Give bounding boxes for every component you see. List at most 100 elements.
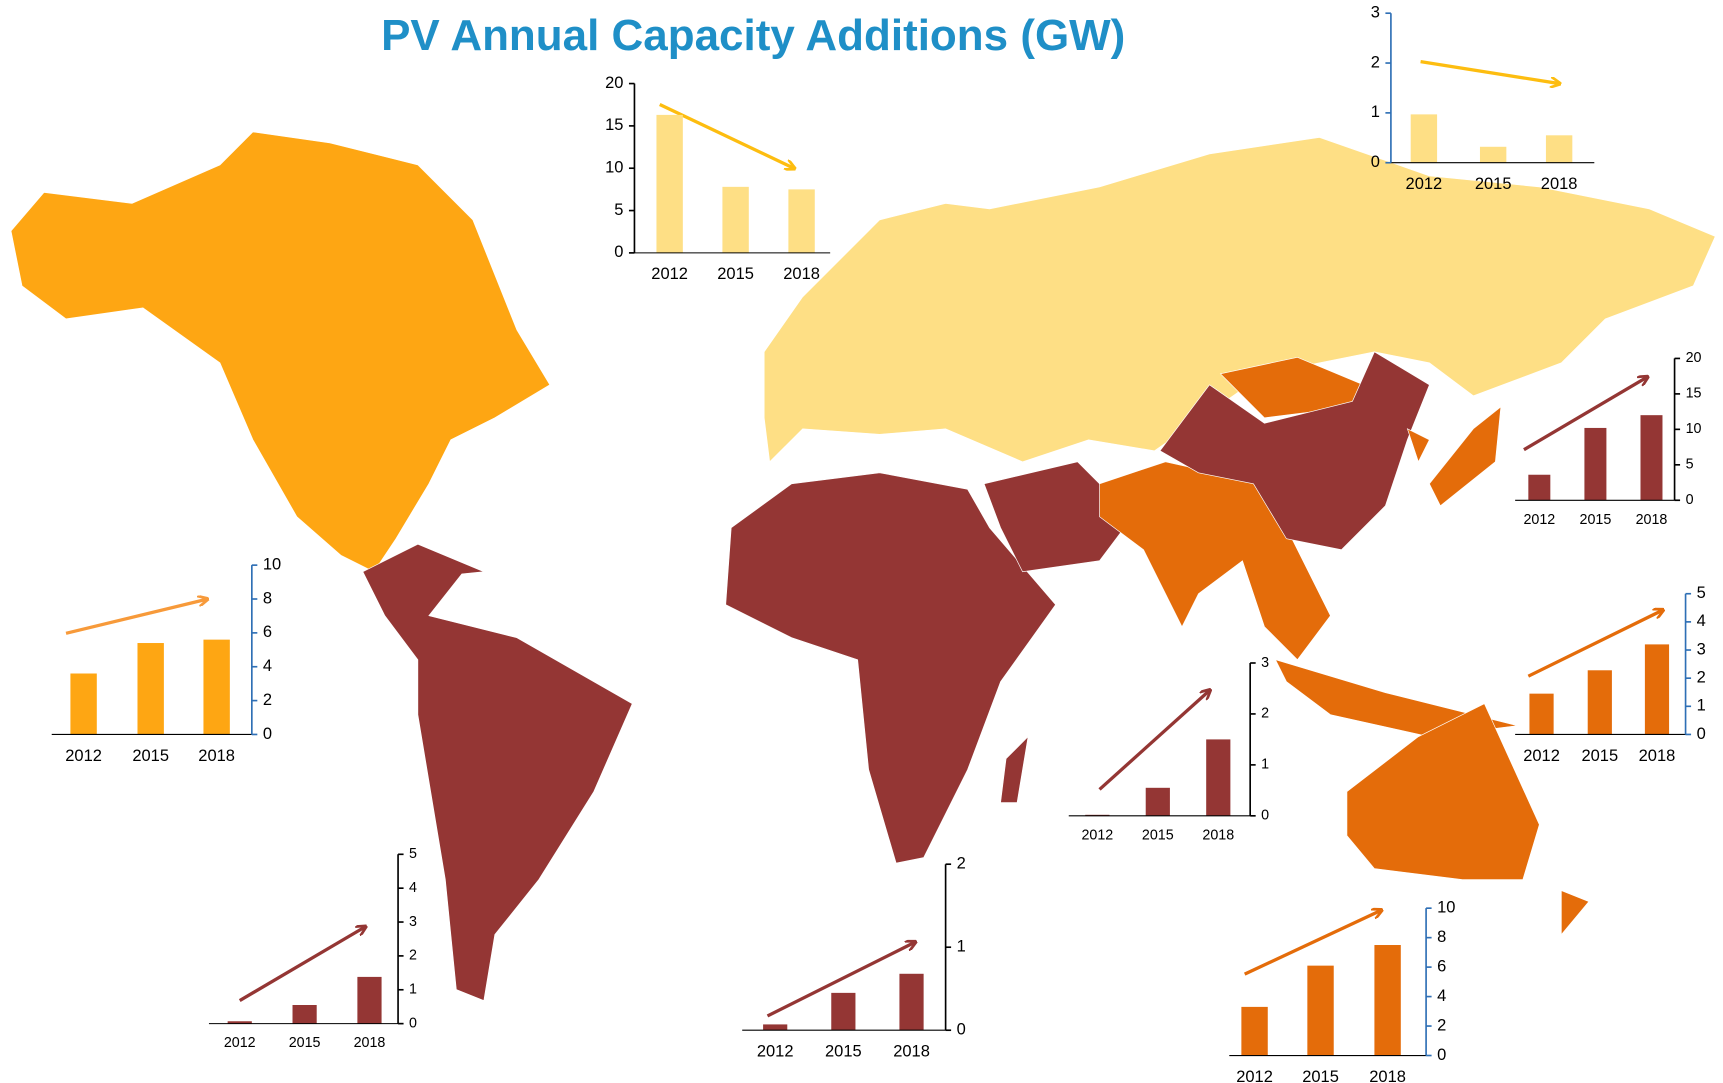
continents — [10, 131, 1716, 1001]
x-tick-label: 2015 — [717, 265, 754, 283]
bar — [899, 973, 924, 1031]
map-title: PV Annual Capacity Additions (GW) — [381, 11, 1125, 60]
x-tick-label: 2015 — [825, 1043, 862, 1061]
y-tick-label: 15 — [1686, 386, 1702, 402]
inset-bar-chart: 0 1 2 3 2012 2015 2018 — [1371, 4, 1595, 193]
inset-bar-chart: 0 5 10 15 20 2012 2015 2018 — [605, 74, 831, 283]
x-tick-label: 2018 — [1541, 175, 1578, 193]
bar — [1145, 787, 1170, 816]
y-tick-label: 2 — [1261, 706, 1269, 722]
y-tick-label: 4 — [1697, 612, 1706, 630]
y-tick-label: 3 — [1261, 655, 1269, 671]
x-tick-label: 2015 — [1475, 175, 1512, 193]
trend-arrow — [1098, 690, 1210, 791]
trend-arrow — [238, 927, 365, 1002]
y-tick-label: 1 — [409, 982, 417, 998]
x-tick-label: 2012 — [1406, 175, 1443, 193]
y-tick-label: 10 — [263, 555, 281, 573]
x-tick-label: 2015 — [1581, 747, 1618, 765]
trend-arrow — [1523, 377, 1647, 452]
bar — [763, 1024, 788, 1031]
y-tick-label: 2 — [409, 948, 417, 964]
y-tick-label: 1 — [957, 938, 966, 956]
y-tick-label: 0 — [1371, 153, 1380, 171]
bar — [227, 1021, 252, 1024]
y-tick-label: 10 — [1437, 899, 1455, 917]
x-tick-label: 2015 — [289, 1035, 321, 1051]
trend-arrows — [65, 59, 1662, 1018]
y-tick-label: 15 — [605, 116, 623, 134]
inset-bar-chart: 0 5 10 15 20 2012 2015 2018 — [1515, 350, 1702, 528]
china — [1159, 351, 1430, 551]
trend-arrow — [1243, 910, 1381, 976]
x-tick-label: 2012 — [757, 1043, 794, 1061]
x-tick-label: 2015 — [1302, 1068, 1339, 1083]
bar — [1644, 644, 1670, 735]
y-tick-label: 1 — [1261, 757, 1269, 773]
inset-bar-chart: 0 1 2 3 2012 2015 2018 — [1068, 655, 1269, 843]
y-tick-label: 2 — [1697, 669, 1706, 687]
y-tick-label: 2 — [263, 691, 272, 709]
y-tick-label: 8 — [263, 589, 272, 607]
y-tick-label: 2 — [1371, 53, 1380, 71]
bar — [1640, 415, 1663, 501]
y-tick-label: 4 — [263, 657, 272, 675]
x-tick-label: 2018 — [1369, 1068, 1406, 1083]
bar — [203, 639, 230, 735]
bar — [137, 643, 164, 735]
x-tick-label: 2015 — [1142, 827, 1174, 843]
y-tick-label: 0 — [1686, 492, 1694, 508]
y-tick-label: 0 — [1261, 808, 1269, 824]
y-tick-label: 20 — [1686, 350, 1702, 366]
y-tick-label: 20 — [605, 74, 623, 92]
y-tick-label: 3 — [1697, 640, 1706, 658]
x-tick-label: 2012 — [1523, 747, 1560, 765]
africa — [725, 472, 1056, 864]
y-tick-label: 8 — [1437, 928, 1446, 946]
new-zealand — [1560, 890, 1590, 936]
y-tick-label: 0 — [409, 1015, 417, 1031]
inset-bar-chart: 0 1 2 3 4 5 2012 2015 2018 — [208, 846, 417, 1051]
y-tick-label: 3 — [1371, 4, 1380, 22]
bar — [1374, 945, 1401, 1056]
y-tick-label: 1 — [1371, 103, 1380, 121]
x-tick-label: 2018 — [354, 1035, 386, 1051]
x-tick-label: 2015 — [132, 747, 169, 765]
bar — [1479, 146, 1507, 163]
australia — [1346, 703, 1540, 880]
x-tick-label: 2018 — [198, 747, 235, 765]
y-tick-label: 4 — [409, 880, 417, 896]
bar — [292, 1005, 317, 1024]
bar — [1528, 474, 1551, 501]
madagascar — [1000, 735, 1029, 803]
y-tick-label: 3 — [409, 914, 417, 930]
y-tick-label: 6 — [1437, 957, 1446, 975]
x-tick-label: 2018 — [1639, 747, 1676, 765]
y-tick-label: 5 — [1686, 457, 1694, 473]
y-tick-label: 5 — [409, 846, 417, 862]
bar — [1307, 965, 1334, 1056]
y-tick-label: 6 — [263, 623, 272, 641]
trend-arrow — [1420, 59, 1560, 84]
korea — [1406, 428, 1430, 463]
bar — [788, 189, 815, 253]
y-tick-label: 0 — [1437, 1046, 1446, 1064]
trend-arrow — [1527, 610, 1662, 678]
north-america — [10, 131, 551, 573]
inset-bar-chart: 0 2 4 6 8 10 2012 2015 2018 — [1229, 899, 1455, 1083]
bar — [1410, 114, 1438, 163]
x-tick-label: 2012 — [1236, 1068, 1273, 1083]
bar — [722, 186, 749, 253]
inset-bar-chart: 0 1 2 2012 2015 2018 — [742, 855, 966, 1061]
europe-russia — [763, 137, 1716, 463]
bar — [1545, 135, 1573, 163]
x-tick-label: 2018 — [1636, 512, 1668, 528]
bar — [1206, 739, 1231, 816]
y-tick-label: 1 — [1697, 697, 1706, 715]
bar — [656, 114, 683, 253]
bar — [1584, 427, 1607, 501]
y-tick-label: 5 — [614, 201, 623, 219]
y-tick-label: 0 — [263, 725, 272, 743]
